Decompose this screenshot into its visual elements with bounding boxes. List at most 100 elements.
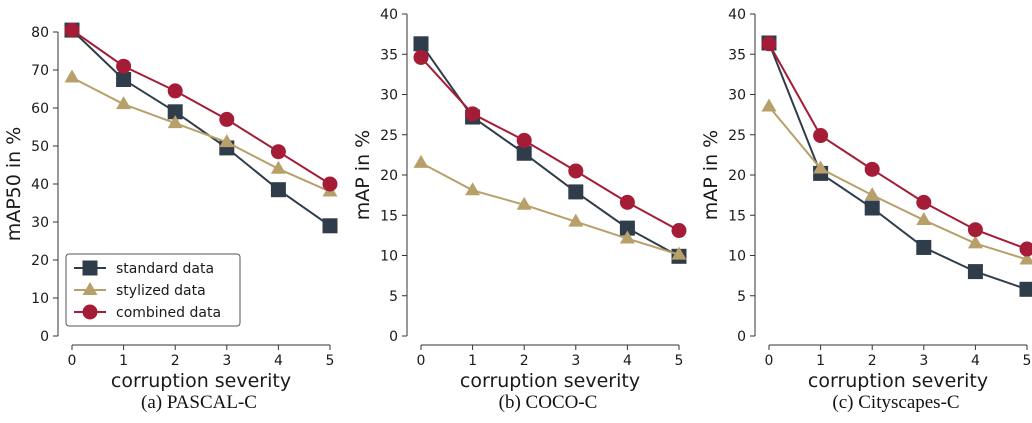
x-tick-label: 1 [816,353,825,369]
data-point-square [270,182,286,198]
data-point-square [619,220,635,236]
data-point-triangle [116,96,132,110]
series-line-combined-data [71,29,331,185]
y-tick-label: 15 [380,208,398,224]
y-tick-label: 25 [728,128,746,144]
panel-caption: (c) Cityscapes-C [832,392,959,413]
data-point-circle [219,111,235,127]
data-point-triangle [413,154,429,168]
chart-panel-3: 0 5 10 15 20 25 30 35 40 0 1 2 3 4 5 corruption severit… [700,7,1032,413]
x-tick-label: 5 [1023,353,1032,369]
x-tick-label: 2 [868,353,877,369]
x-tick-label: 1 [468,353,477,369]
data-point-circle [916,194,932,210]
data-point-triangle [761,98,777,112]
data-point-square [864,200,880,216]
x-tick-label: 0 [68,353,77,369]
x-tick-label: 3 [571,353,580,369]
x-tick-label: 4 [623,353,632,369]
data-point-circle [967,222,983,238]
data-point-circle [516,132,532,148]
series-line-standard-data [420,43,680,258]
data-point-square [116,72,132,87]
chart-panel-2: 0 5 10 15 20 25 30 35 40 0 1 2 3 4 5 corruption severit… [352,7,687,413]
y-axis-label: mAP in % [700,130,722,220]
data-point-triangle [64,69,80,83]
data-point-triangle [864,187,880,201]
y-tick-label: 30 [380,88,398,104]
data-point-square [322,218,338,234]
y-tick-label: 0 [737,329,746,345]
y-tick-label: 10 [31,291,49,307]
data-point-circle [322,176,338,192]
data-point-circle [465,106,481,122]
series-line-stylized-data [420,162,680,256]
panel-caption: (b) COCO-C [499,392,598,413]
series-line-standard-data [71,29,331,227]
data-point-circle [864,161,880,177]
series-line-combined-data [768,43,1028,250]
legend-marker-circle [82,304,98,320]
series-line-combined-data [420,56,680,232]
y-tick-label: 60 [31,101,49,117]
data-point-square [568,184,584,200]
data-point-triangle [813,160,829,174]
x-axis-label: corruption severity [111,370,291,392]
y-tick-label: 10 [380,249,398,265]
data-point-circle [813,128,829,144]
y-tick-label: 40 [31,177,49,193]
data-point-circle [270,144,286,160]
data-point-square [413,36,429,52]
y-tick-label: 5 [737,289,746,305]
data-point-triangle [219,134,235,148]
y-tick-label: 20 [31,253,49,269]
data-point-square [1019,281,1032,297]
legend: standard data stylized data combined data [65,253,241,327]
legend-label: stylized data [116,283,206,299]
y-tick-label: 25 [380,128,398,144]
data-point-triangle [465,182,481,196]
data-point-circle [64,22,80,38]
data-point-square [916,239,932,255]
x-tick-label: 5 [326,353,335,369]
y-tick-label: 15 [728,208,746,224]
data-point-square [167,104,183,120]
y-tick-label: 50 [31,139,49,155]
x-tick-label: 3 [222,353,231,369]
y-tick-label: 40 [380,7,398,23]
series-line-stylized-data [768,105,1028,261]
data-point-triangle [967,235,983,249]
data-point-circle [619,194,635,210]
y-axis-label: mAP50 in % [3,127,25,242]
data-point-circle [671,223,687,239]
data-point-square [967,264,983,280]
data-point-circle [568,163,584,179]
x-axis-label: corruption severity [460,370,640,392]
x-tick-label: 4 [274,353,283,369]
data-point-triangle [568,213,584,227]
chart-panel-1: 0 10 20 30 40 50 60 70 80 0 1 2 3 4 5 corruption severi… [3,22,338,413]
data-point-triangle [270,160,286,174]
y-axis-label: mAP in % [352,130,374,220]
legend-label: combined data [116,305,221,321]
y-tick-label: 5 [389,289,398,305]
x-tick-label: 4 [971,353,980,369]
data-point-triangle [916,212,932,226]
legend-label: standard data [116,261,214,277]
y-tick-label: 35 [728,47,746,63]
x-tick-label: 3 [919,353,928,369]
y-tick-label: 30 [31,215,49,231]
data-point-circle [167,83,183,99]
y-tick-label: 35 [380,47,398,63]
y-tick-label: 70 [31,63,49,79]
y-tick-label: 20 [380,168,398,184]
data-point-square [516,145,532,161]
x-tick-label: 1 [119,353,128,369]
data-point-triangle [167,115,183,129]
legend-marker-triangle [82,281,98,295]
data-point-circle [1019,241,1032,257]
data-point-circle [116,58,132,74]
data-point-triangle [671,246,687,260]
legend-marker-square [82,260,98,276]
